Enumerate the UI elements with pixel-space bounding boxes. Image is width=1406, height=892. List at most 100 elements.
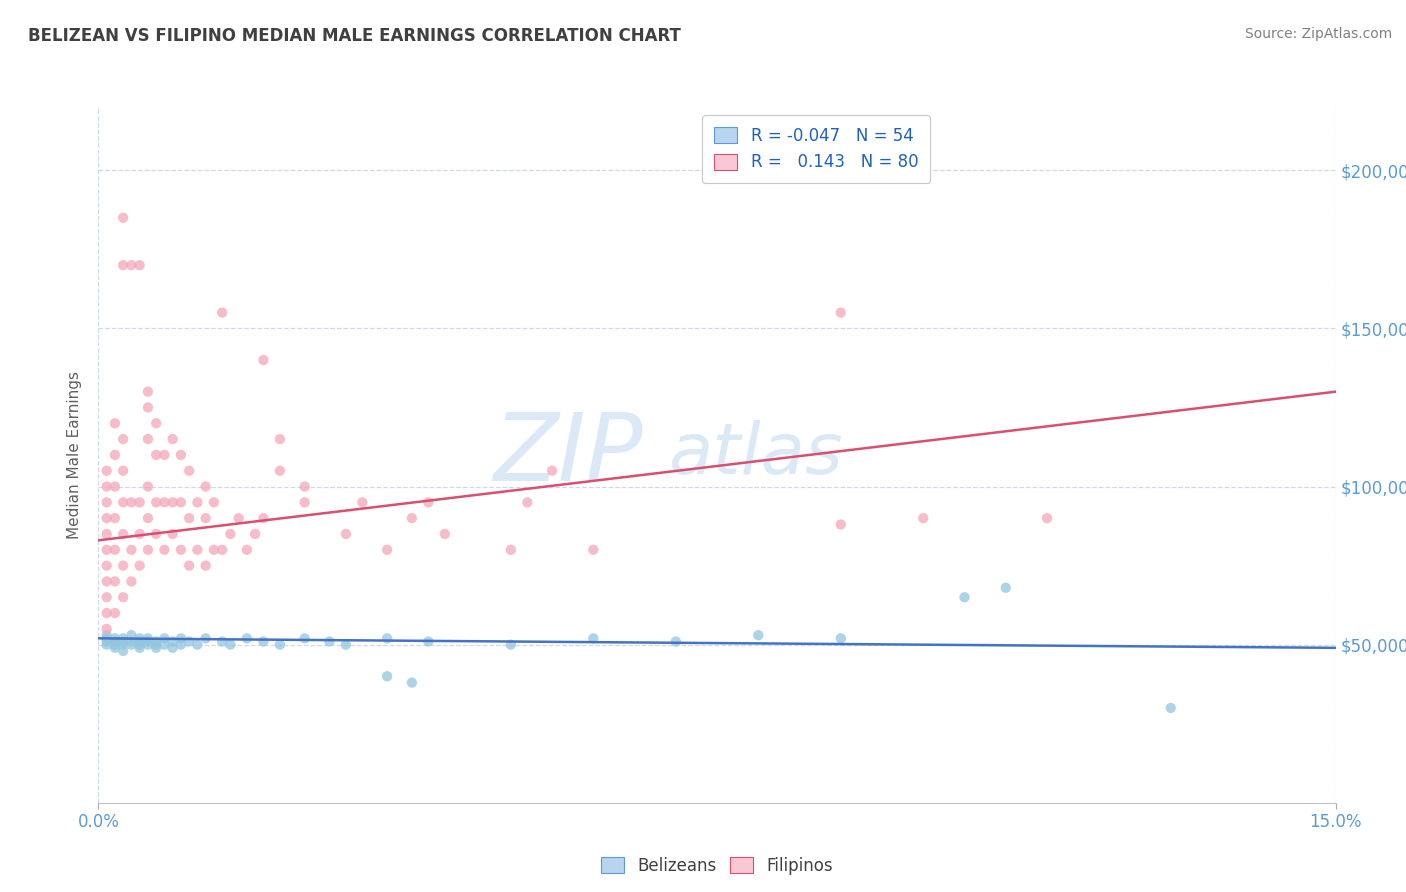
Point bbox=[136, 542, 159, 557]
Point bbox=[179, 511, 201, 525]
Point bbox=[375, 632, 398, 646]
Point bbox=[162, 495, 184, 509]
Point bbox=[294, 495, 316, 509]
Point bbox=[112, 634, 135, 648]
Point bbox=[170, 448, 193, 462]
Point bbox=[136, 384, 159, 399]
Point bbox=[112, 495, 135, 509]
Point bbox=[269, 432, 291, 446]
Point bbox=[96, 591, 118, 605]
Point bbox=[145, 495, 167, 509]
Point bbox=[236, 632, 259, 646]
Point bbox=[96, 479, 118, 493]
Point bbox=[136, 511, 159, 525]
Point bbox=[219, 527, 242, 541]
Point bbox=[211, 305, 233, 319]
Point bbox=[186, 638, 208, 652]
Point bbox=[202, 495, 225, 509]
Point bbox=[582, 632, 605, 646]
Point bbox=[170, 542, 193, 557]
Point bbox=[153, 638, 176, 652]
Point bbox=[830, 517, 852, 532]
Point bbox=[112, 632, 135, 646]
Point bbox=[96, 628, 118, 642]
Point bbox=[104, 574, 127, 589]
Point bbox=[179, 634, 201, 648]
Point bbox=[162, 640, 184, 655]
Point bbox=[162, 432, 184, 446]
Point bbox=[104, 417, 127, 431]
Point bbox=[145, 640, 167, 655]
Point bbox=[170, 638, 193, 652]
Point bbox=[145, 527, 167, 541]
Point bbox=[186, 542, 208, 557]
Point bbox=[433, 527, 456, 541]
Point bbox=[352, 495, 374, 509]
Point bbox=[128, 634, 150, 648]
Point bbox=[96, 634, 118, 648]
Point bbox=[96, 542, 118, 557]
Point bbox=[96, 558, 118, 573]
Point bbox=[128, 638, 150, 652]
Point bbox=[665, 634, 688, 648]
Point bbox=[170, 495, 193, 509]
Point bbox=[96, 574, 118, 589]
Point bbox=[112, 644, 135, 658]
Point bbox=[252, 511, 274, 525]
Point bbox=[112, 432, 135, 446]
Point bbox=[136, 432, 159, 446]
Point bbox=[179, 558, 201, 573]
Point bbox=[236, 542, 259, 557]
Point bbox=[153, 542, 176, 557]
Point bbox=[136, 401, 159, 415]
Point bbox=[269, 464, 291, 478]
Point bbox=[112, 638, 135, 652]
Point bbox=[112, 591, 135, 605]
Point bbox=[96, 495, 118, 509]
Point bbox=[104, 479, 127, 493]
Point bbox=[375, 669, 398, 683]
Point bbox=[335, 638, 357, 652]
Point bbox=[120, 574, 142, 589]
Point bbox=[136, 632, 159, 646]
Point bbox=[228, 511, 250, 525]
Point bbox=[219, 638, 242, 652]
Text: Source: ZipAtlas.com: Source: ZipAtlas.com bbox=[1244, 27, 1392, 41]
Point bbox=[243, 527, 266, 541]
Point bbox=[179, 464, 201, 478]
Point bbox=[162, 634, 184, 648]
Point bbox=[145, 634, 167, 648]
Point bbox=[401, 675, 423, 690]
Point bbox=[112, 527, 135, 541]
Point bbox=[128, 527, 150, 541]
Point bbox=[112, 211, 135, 225]
Point bbox=[170, 632, 193, 646]
Point bbox=[136, 638, 159, 652]
Point bbox=[120, 495, 142, 509]
Point bbox=[104, 634, 127, 648]
Point bbox=[294, 479, 316, 493]
Point bbox=[516, 495, 538, 509]
Point bbox=[96, 606, 118, 620]
Point bbox=[104, 448, 127, 462]
Point bbox=[186, 495, 208, 509]
Point bbox=[128, 558, 150, 573]
Point bbox=[830, 632, 852, 646]
Y-axis label: Median Male Earnings: Median Male Earnings bbox=[67, 371, 83, 539]
Point bbox=[194, 632, 217, 646]
Point bbox=[145, 417, 167, 431]
Legend: Belizeans, Filipinos: Belizeans, Filipinos bbox=[591, 847, 844, 885]
Point bbox=[194, 558, 217, 573]
Point bbox=[401, 511, 423, 525]
Point bbox=[96, 527, 118, 541]
Point bbox=[194, 511, 217, 525]
Point bbox=[120, 638, 142, 652]
Point bbox=[318, 634, 340, 648]
Point bbox=[104, 542, 127, 557]
Point bbox=[104, 632, 127, 646]
Point bbox=[294, 632, 316, 646]
Point bbox=[1160, 701, 1182, 715]
Point bbox=[112, 464, 135, 478]
Point bbox=[96, 638, 118, 652]
Text: ZIP: ZIP bbox=[494, 409, 643, 500]
